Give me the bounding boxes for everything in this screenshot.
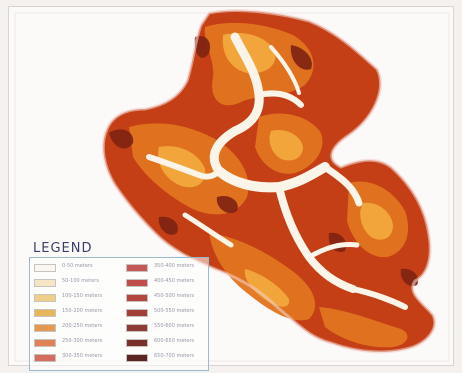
legend-item: 250-300 meters [34,338,114,349]
legend-label: 0-50 meters [62,263,93,269]
legend-swatch [34,324,56,332]
legend-label: 100-150 meters [62,293,103,299]
legend-item: 300-350 meters [34,353,114,364]
legend-label: 350-400 meters [154,263,195,269]
legend-swatch [126,279,148,287]
legend-item: 550-600 meters [126,323,206,334]
legend-label: 650-700 meters [154,353,195,359]
legend-label: 300-350 meters [62,353,103,359]
legend-title: LEGEND [33,241,93,256]
elevation-map [14,9,450,362]
legend-swatch [126,309,148,317]
legend-item: 200-250 meters [34,323,114,334]
legend-item: 500-550 meters [126,308,206,319]
legend-item: 100-150 meters [34,293,114,304]
legend-swatch [126,354,148,362]
legend-label: 150-200 meters [62,308,103,314]
legend-label: 50-100 meters [62,278,99,284]
legend-item: 600-650 meters [126,338,206,349]
legend-box: 0-50 meters 50-100 meters 100-150 meters 15… [29,257,209,371]
legend-swatch [34,309,56,317]
legend-label: 200-250 meters [62,323,103,329]
legend-swatch [34,279,56,287]
terrain-outline [101,9,437,354]
legend: LEGEND 0-50 meters 50-100 meters 100-150 m… [29,239,209,371]
map-frame: LEGEND 0-50 meters 50-100 meters 100-150 m… [8,6,454,371]
legend-swatch [126,339,148,347]
legend-swatch [34,354,56,362]
legend-label: 450-500 meters [154,293,195,299]
legend-swatch [126,264,148,272]
terrain-landmass [103,10,435,352]
terrain-valleys [146,32,408,310]
legend-label: 600-650 meters [154,338,195,344]
legend-item: 50-100 meters [34,278,114,289]
legend-swatch [126,294,148,302]
legend-swatch [34,339,56,347]
legend-label: 550-600 meters [154,323,195,329]
legend-item: 150-200 meters [34,308,114,319]
legend-swatch [126,324,148,332]
legend-item: 0-50 meters [34,263,114,274]
legend-label: 400-450 meters [154,278,195,284]
legend-item: 350-400 meters [126,263,206,274]
legend-label: 500-550 meters [154,308,195,314]
legend-label: 250-300 meters [62,338,103,344]
legend-item: 450-500 meters [126,293,206,304]
legend-item: 650-700 meters [126,353,206,364]
legend-swatch [34,264,56,272]
legend-swatch [34,294,56,302]
legend-item: 400-450 meters [126,278,206,289]
